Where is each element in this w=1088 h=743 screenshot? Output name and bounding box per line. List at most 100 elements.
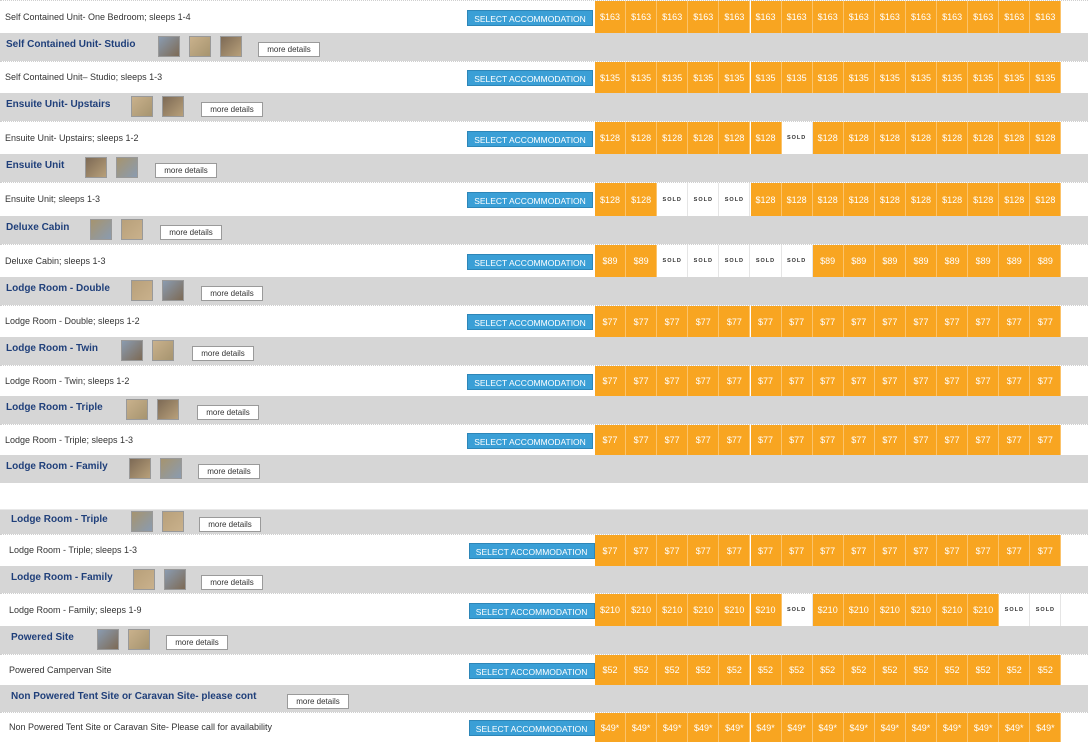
price-cell[interactable]: $135 — [999, 62, 1031, 93]
price-cell[interactable]: $89 — [968, 245, 1000, 277]
room-photo-icon[interactable] — [121, 340, 143, 361]
section-title[interactable]: Ensuite Unit — [6, 160, 65, 171]
room-photo-icon[interactable] — [131, 96, 153, 117]
price-cell[interactable]: $77 — [937, 366, 969, 396]
price-cell[interactable]: $77 — [812, 425, 844, 455]
price-cell[interactable]: $128 — [968, 122, 1000, 154]
more-details-button[interactable]: more details — [201, 102, 263, 117]
more-details-button[interactable]: more details — [201, 286, 263, 301]
price-cell[interactable]: $77 — [843, 535, 875, 566]
price-cell[interactable]: $135 — [657, 62, 689, 93]
room-photo-icon[interactable] — [121, 219, 143, 240]
price-cell[interactable]: $163 — [595, 1, 626, 33]
price-cell[interactable]: $77 — [968, 535, 1000, 566]
price-cell[interactable]: $77 — [874, 535, 906, 566]
price-cell[interactable]: $210 — [657, 594, 689, 626]
more-details-button[interactable]: more details — [192, 346, 254, 361]
price-cell[interactable]: $128 — [999, 183, 1031, 216]
price-cell[interactable]: $128 — [874, 122, 906, 154]
more-details-button[interactable]: more details — [155, 163, 217, 178]
price-cell[interactable]: $135 — [843, 62, 875, 93]
price-cell[interactable]: $77 — [874, 306, 906, 337]
price-cell[interactable]: $77 — [719, 306, 751, 337]
price-cell[interactable]: $49* — [906, 713, 937, 742]
price-cell[interactable]: $89 — [999, 245, 1031, 277]
section-title[interactable]: Lodge Room - Double — [6, 283, 110, 294]
more-details-button[interactable]: more details — [166, 635, 228, 650]
price-cell[interactable]: $128 — [843, 122, 875, 154]
select-accommodation-button[interactable]: SELECT ACCOMMODATION — [467, 9, 593, 26]
price-cell[interactable]: $210 — [968, 594, 1000, 626]
price-cell[interactable]: $135 — [719, 62, 751, 93]
price-cell[interactable]: $163 — [750, 1, 782, 33]
room-photo-icon[interactable] — [189, 36, 211, 57]
price-cell[interactable]: $128 — [999, 122, 1031, 154]
price-cell[interactable]: $77 — [843, 366, 875, 396]
price-cell[interactable]: $77 — [968, 425, 1000, 455]
price-cell[interactable]: $128 — [595, 183, 626, 216]
more-details-button[interactable]: more details — [198, 464, 260, 479]
price-cell[interactable]: $128 — [626, 183, 658, 216]
price-cell[interactable]: $163 — [812, 1, 844, 33]
price-cell[interactable]: $77 — [595, 306, 626, 337]
room-photo-icon[interactable] — [131, 280, 153, 301]
price-cell[interactable]: $77 — [812, 535, 844, 566]
select-accommodation-button[interactable]: SELECT ACCOMMODATION — [467, 373, 593, 390]
price-cell[interactable]: $77 — [626, 425, 658, 455]
price-cell[interactable]: $52 — [812, 655, 844, 685]
price-cell[interactable]: $77 — [937, 425, 969, 455]
price-cell[interactable]: $135 — [688, 62, 720, 93]
price-cell[interactable]: $77 — [937, 306, 969, 337]
price-cell[interactable]: $128 — [626, 122, 658, 154]
room-photo-icon[interactable] — [133, 568, 155, 590]
select-accommodation-button[interactable]: SELECT ACCOMMODATION — [467, 130, 593, 147]
price-cell[interactable]: $52 — [595, 655, 626, 685]
price-cell[interactable]: $210 — [843, 594, 875, 626]
room-photo-icon[interactable] — [162, 96, 184, 117]
price-cell[interactable]: $77 — [688, 425, 720, 455]
price-cell[interactable]: $128 — [750, 122, 782, 154]
price-cell[interactable]: $135 — [781, 62, 813, 93]
price-cell[interactable]: $52 — [874, 655, 906, 685]
price-cell[interactable]: $163 — [843, 1, 875, 33]
price-cell[interactable]: $77 — [688, 366, 720, 396]
price-cell[interactable]: $77 — [750, 306, 782, 337]
room-photo-icon[interactable] — [158, 36, 180, 57]
price-cell[interactable]: $210 — [719, 594, 751, 626]
price-cell[interactable]: $52 — [781, 655, 813, 685]
price-cell[interactable]: $89 — [1030, 245, 1062, 277]
price-cell[interactable]: $77 — [595, 366, 626, 396]
section-title[interactable]: Self Contained Unit- Studio — [6, 39, 136, 50]
price-cell[interactable]: $210 — [688, 594, 720, 626]
price-cell[interactable]: $77 — [750, 366, 782, 396]
select-accommodation-button[interactable]: SELECT ACCOMMODATION — [468, 602, 595, 619]
price-cell[interactable]: $52 — [968, 655, 1000, 685]
price-cell[interactable]: $49* — [999, 713, 1031, 742]
price-cell[interactable]: $163 — [1030, 1, 1062, 33]
price-cell[interactable]: $89 — [595, 245, 626, 277]
price-cell[interactable]: $135 — [874, 62, 906, 93]
price-cell[interactable]: $49* — [688, 713, 720, 742]
price-cell[interactable]: $210 — [626, 594, 658, 626]
price-cell[interactable]: $135 — [595, 62, 626, 93]
select-accommodation-button[interactable]: SELECT ACCOMMODATION — [467, 432, 593, 449]
price-cell[interactable]: $128 — [750, 183, 782, 216]
section-title[interactable]: Lodge Room - Triple — [6, 402, 103, 413]
room-photo-icon[interactable] — [126, 399, 148, 420]
price-cell[interactable]: $77 — [657, 306, 689, 337]
select-accommodation-button[interactable]: SELECT ACCOMMODATION — [467, 253, 593, 270]
price-cell[interactable]: $135 — [968, 62, 1000, 93]
price-cell[interactable]: $128 — [906, 183, 937, 216]
price-cell[interactable]: $77 — [874, 366, 906, 396]
price-cell[interactable]: $77 — [843, 425, 875, 455]
section-title[interactable]: Deluxe Cabin — [6, 222, 70, 233]
room-photo-icon[interactable] — [90, 219, 112, 240]
price-cell[interactable]: $163 — [719, 1, 751, 33]
price-cell[interactable]: $128 — [874, 183, 906, 216]
price-cell[interactable]: $77 — [999, 535, 1031, 566]
price-cell[interactable]: $49* — [812, 713, 844, 742]
room-photo-icon[interactable] — [116, 157, 138, 178]
price-cell[interactable]: $77 — [595, 425, 626, 455]
price-cell[interactable]: $49* — [719, 713, 751, 742]
price-cell[interactable]: $77 — [1030, 425, 1062, 455]
